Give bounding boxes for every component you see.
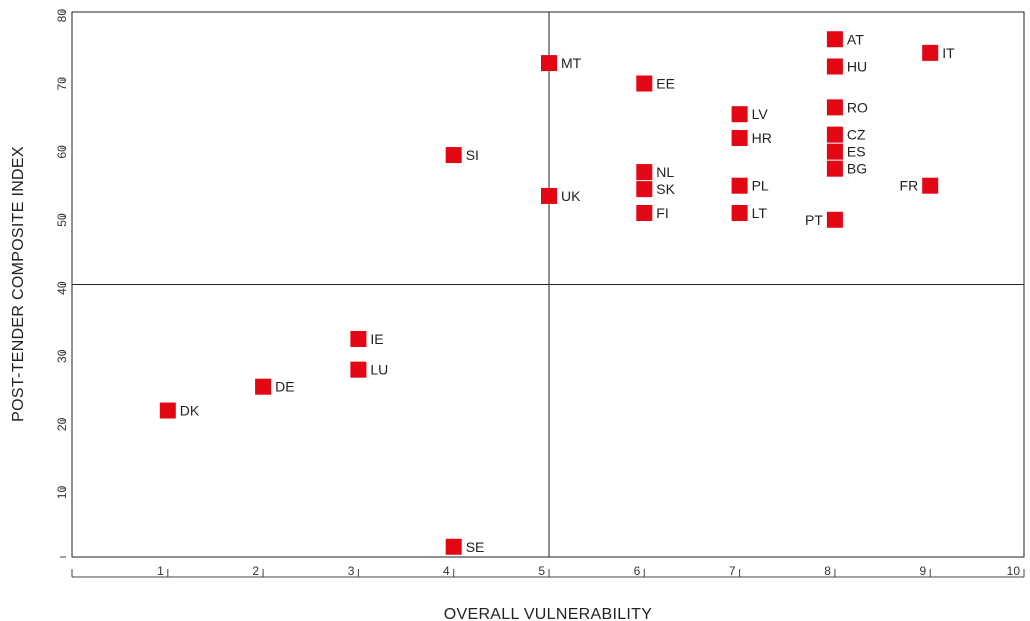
data-label-pl: PL xyxy=(752,178,769,194)
data-point-pl xyxy=(731,177,748,194)
x-tick-label: 3 xyxy=(348,564,355,578)
data-point-ie xyxy=(350,331,367,347)
data-point-si xyxy=(445,147,462,164)
data-point-es xyxy=(826,143,843,160)
data-label-ee: EE xyxy=(656,76,675,92)
data-label-hu: HU xyxy=(847,59,867,75)
data-point-it xyxy=(922,44,939,61)
data-label-nl: NL xyxy=(656,164,674,180)
data-label-fr: FR xyxy=(900,178,919,194)
data-label-ro: RO xyxy=(847,99,868,115)
y-tick-label: 40 xyxy=(55,281,69,295)
data-point-at xyxy=(826,31,843,48)
data-label-lu: LU xyxy=(370,362,388,378)
data-point-lu xyxy=(350,361,367,378)
x-tick-label: 6 xyxy=(634,564,641,578)
data-point-hu xyxy=(826,58,843,75)
data-point-nl xyxy=(636,164,653,181)
quadrant-lines xyxy=(72,12,1024,557)
y-axis-title: POST-TENDER COMPOSITE INDEX xyxy=(10,146,27,422)
y-tick-label: 80 xyxy=(55,9,69,23)
data-label-it: IT xyxy=(942,45,955,61)
data-label-ie: IE xyxy=(370,331,383,347)
data-label-lt: LT xyxy=(752,205,768,221)
data-point-fr xyxy=(922,177,939,194)
x-axis-title: OVERALL VULNERABILITY xyxy=(444,606,652,621)
data-point-ro xyxy=(826,99,843,116)
y-tick-label: 50 xyxy=(55,213,69,227)
data-point-sk xyxy=(636,181,653,198)
data-label-hr: HR xyxy=(752,130,772,146)
x-axis: 1 2 3 4 5 6 7 8 9 10 xyxy=(71,564,1025,578)
data-label-uk: UK xyxy=(561,188,581,204)
y-tick-label: 60 xyxy=(55,145,69,159)
y-tick-label: 20 xyxy=(55,417,69,431)
y-tick-label: 70 xyxy=(55,77,69,91)
data-point-dk xyxy=(159,402,176,419)
x-tick-label: 1 xyxy=(157,564,164,578)
data-label-de: DE xyxy=(275,379,294,395)
y-tick-label: 10 xyxy=(55,486,69,500)
data-point-hr xyxy=(731,130,748,147)
data-point-cz xyxy=(826,126,843,143)
data-label-si: SI xyxy=(466,147,479,163)
data-point-se xyxy=(445,538,462,555)
data-label-se: SE xyxy=(466,539,485,555)
data-point-mt xyxy=(541,55,557,72)
data-point-fi xyxy=(636,204,653,221)
data-point-pt xyxy=(826,211,843,228)
y-axis-ticks: 10 20 30 40 50 60 70 80 xyxy=(55,9,69,558)
data-point-lt xyxy=(731,204,748,221)
x-tick-label: 9 xyxy=(920,564,927,578)
data-label-es: ES xyxy=(847,144,866,160)
data-label-fi: FI xyxy=(656,205,668,221)
x-tick-label: 10 xyxy=(1007,564,1021,578)
x-tick-label: 8 xyxy=(824,564,831,578)
x-tick-label: 5 xyxy=(538,564,545,578)
data-label-sk: SK xyxy=(656,181,675,197)
data-point-bg xyxy=(826,160,843,177)
data-label-bg: BG xyxy=(847,161,867,177)
data-label-pt: PT xyxy=(805,212,823,228)
x-tick-label: 2 xyxy=(252,564,259,578)
data-point-uk xyxy=(541,187,557,204)
data-label-at: AT xyxy=(847,31,864,47)
data-point-ee xyxy=(636,75,653,92)
data-label-cz: CZ xyxy=(847,127,866,143)
x-tick-label: 7 xyxy=(729,564,736,578)
y-tick-label: 30 xyxy=(55,349,69,363)
data-points: AT IT HU MT EE RO LV CZ HR ES SI BG NL PL FR SK UK FI LT PT… xyxy=(159,31,955,555)
data-point-de xyxy=(255,378,272,395)
data-label-dk: DK xyxy=(180,403,200,419)
data-label-mt: MT xyxy=(561,55,582,71)
x-tick-label: 4 xyxy=(443,564,450,578)
data-point-lv xyxy=(731,106,748,123)
data-label-lv: LV xyxy=(752,106,769,122)
